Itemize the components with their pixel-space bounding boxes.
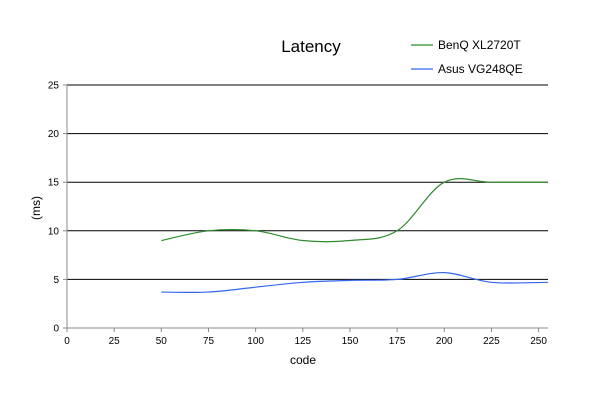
legend: BenQ XL2720T Asus VG248QE bbox=[411, 38, 523, 76]
x-tick-label: 25 bbox=[109, 336, 121, 347]
series-line-1 bbox=[161, 178, 548, 243]
y-tick-label: 0 bbox=[53, 324, 59, 335]
x-tick-label: 100 bbox=[247, 336, 264, 347]
x-tick-label: 150 bbox=[342, 336, 359, 347]
series-line-2 bbox=[161, 271, 549, 293]
y-tick-label: 25 bbox=[48, 81, 60, 92]
y-tick-label: 10 bbox=[48, 226, 60, 237]
x-tick-label: 0 bbox=[64, 336, 70, 347]
x-tick-label: 250 bbox=[530, 336, 547, 347]
legend-label-1: BenQ XL2720T bbox=[438, 38, 521, 52]
y-tick-label: 5 bbox=[53, 275, 59, 286]
x-tick-label: 75 bbox=[203, 336, 215, 347]
y-tick-label: 20 bbox=[48, 129, 60, 140]
x-tick-label: 225 bbox=[483, 336, 500, 347]
x-tick-label: 175 bbox=[389, 336, 406, 347]
x-tick-label: 200 bbox=[436, 336, 453, 347]
legend-label-2: Asus VG248QE bbox=[438, 62, 523, 76]
x-tick-label: 50 bbox=[156, 336, 168, 347]
x-tick-label: 125 bbox=[294, 336, 311, 347]
chart-title: Latency bbox=[281, 37, 341, 56]
y-tick-label: 15 bbox=[48, 178, 60, 189]
axes bbox=[63, 84, 548, 332]
x-axis-title: code bbox=[290, 353, 316, 367]
series-lines bbox=[161, 178, 549, 293]
y-axis-title: (ms) bbox=[29, 196, 43, 220]
grid-lines bbox=[67, 84, 548, 280]
